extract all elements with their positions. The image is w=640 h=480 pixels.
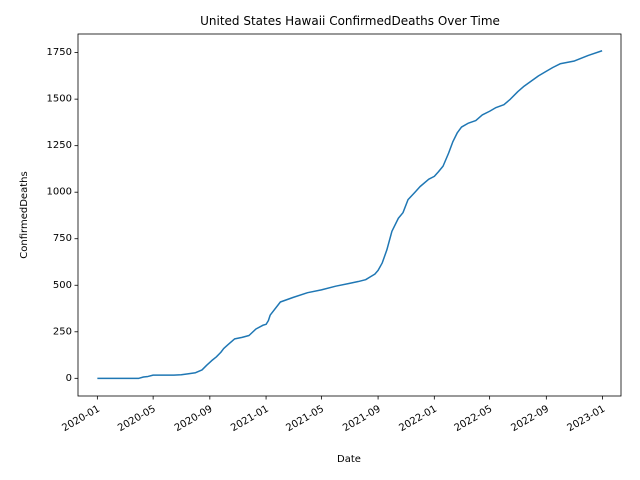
y-tick-label: 250 xyxy=(53,326,72,337)
chart-title: United States Hawaii ConfirmedDeaths Ove… xyxy=(200,14,500,28)
x-axis-label: Date xyxy=(337,454,361,465)
y-axis: 0 250 500 750 1000 1250 1500 1750 xyxy=(47,47,78,384)
series-line-0 xyxy=(97,50,603,380)
y-axis-label: ConfirmedDeaths xyxy=(19,171,30,258)
y-tick-label: 750 xyxy=(53,233,72,244)
y-tick-label: 0 xyxy=(66,373,72,384)
y-tick-label: 1000 xyxy=(47,187,72,198)
y-tick-label: 1250 xyxy=(47,140,72,151)
y-tick-label: 500 xyxy=(53,280,72,291)
y-tick-label: 1750 xyxy=(47,47,72,58)
plot-area xyxy=(97,50,603,380)
y-tick-label: 1500 xyxy=(47,94,72,105)
axes-frame xyxy=(77,33,622,397)
